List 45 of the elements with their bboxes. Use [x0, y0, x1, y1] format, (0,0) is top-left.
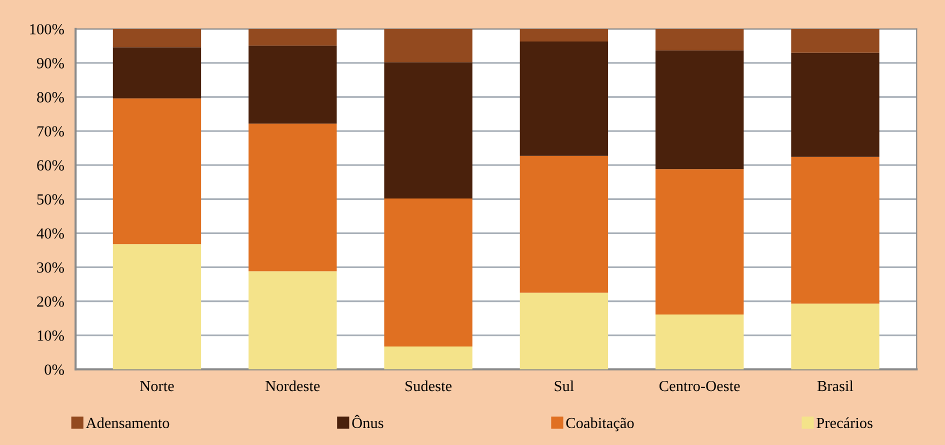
bar [112, 244, 202, 370]
y-tick-label: 90% [36, 58, 64, 68]
bar [248, 46, 337, 124]
y-tick-label: 40% [36, 228, 64, 239]
bar [112, 28, 202, 48]
bar [384, 346, 472, 370]
x-tick-label: Sudeste [406, 380, 452, 392]
x-tick-label: Brasil [817, 380, 854, 392]
bar [520, 42, 608, 156]
bar [520, 156, 608, 293]
bar [248, 271, 337, 370]
bar [520, 292, 608, 370]
legend-label: Precários [816, 417, 872, 428]
bar [656, 50, 744, 170]
y-tick-label: 60% [37, 160, 64, 171]
y-tick-label: 0% [44, 364, 64, 375]
y-tick-label: 70% [37, 126, 64, 137]
bar [791, 156, 880, 304]
y-tick-label: 50% [37, 194, 64, 205]
bar [791, 28, 880, 53]
y-tick-label: 100% [30, 24, 64, 34]
bar [791, 304, 880, 370]
y-tick-label: 20% [37, 296, 64, 307]
y-tick-label: 10% [38, 330, 64, 341]
bar [384, 198, 472, 347]
x-tick-label: Sul [554, 380, 574, 392]
bar [384, 62, 472, 198]
bar [384, 28, 472, 62]
y-tick-label: 80% [37, 92, 64, 103]
x-tick-label: Centro-Oeste [660, 380, 740, 392]
legend-label: Coabitação [566, 417, 634, 432]
legend-label: Adensamento [86, 417, 170, 428]
legend-label: Ônus [352, 414, 384, 428]
bar [791, 52, 880, 157]
bar [248, 124, 337, 272]
bar [112, 47, 202, 98]
bar [656, 314, 744, 370]
bar [656, 28, 744, 50]
x-tick-label: Nordeste [266, 380, 320, 392]
bar [112, 98, 202, 244]
x-tick-label: Norte [140, 381, 174, 392]
bar [520, 28, 608, 42]
y-tick-label: 30% [37, 262, 64, 273]
bar [248, 28, 337, 46]
bar [656, 169, 744, 315]
